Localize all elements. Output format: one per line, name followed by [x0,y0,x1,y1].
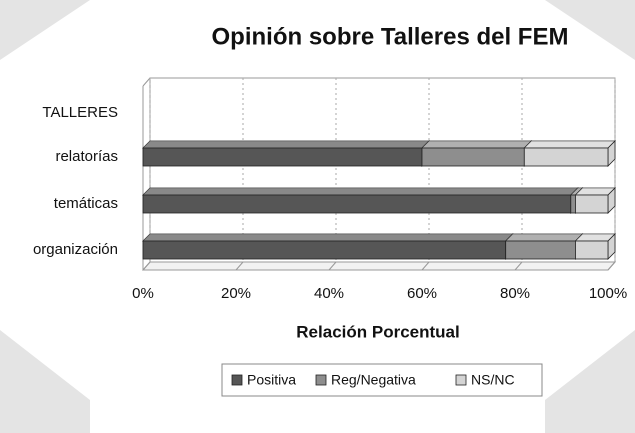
bar-top-shade [570,188,583,195]
legend-label: NS/NC [471,372,515,388]
bar [142,147,423,167]
legend-label: Reg/Negativa [331,372,416,388]
bar [505,240,576,260]
y-tick-label: relatorías [55,148,118,165]
legend-swatch [315,374,327,386]
bar-top-shade [575,234,615,241]
y-tick-label: TALLERES [42,104,118,121]
y-tick-label: organización [33,241,118,258]
bar [575,194,609,214]
bar-top-shade [575,188,615,195]
bar [570,194,576,214]
bar-top-shade [143,188,578,195]
legend-label: Positiva [247,372,296,388]
bar-top-shade [422,141,532,148]
floor-grid-line [421,261,430,271]
bar [142,194,572,214]
bar-top-shade [143,141,429,148]
x-tick-label: 80% [500,285,530,302]
bar-top-shade [524,141,615,148]
floor [141,261,617,271]
chart-title: Opinión sobre Talleres del FEM [212,23,569,50]
bar [575,240,609,260]
legend-swatch [231,374,243,386]
y-tick-label: temáticas [54,195,118,212]
bar [142,240,507,260]
legend-box [221,363,543,397]
floor-grid-line [328,261,337,271]
floor-grid-line [235,261,244,271]
floor-grid-line [514,261,523,271]
bar-top-shade [505,234,583,241]
x-tick-label: 100% [589,285,627,302]
legend-swatch [455,374,467,386]
left-wall-edge [142,77,151,87]
x-tick-label: 20% [221,285,251,302]
bar [421,147,525,167]
x-tick-label: 40% [314,285,344,302]
x-tick-label: 0% [132,285,154,302]
x-axis-title: Relación Porcentual [296,322,459,341]
x-tick-label: 60% [407,285,437,302]
bar-top-shade [143,234,513,241]
floor-grid-line [142,261,151,271]
bar [523,147,609,167]
floor-grid-line [607,261,616,271]
